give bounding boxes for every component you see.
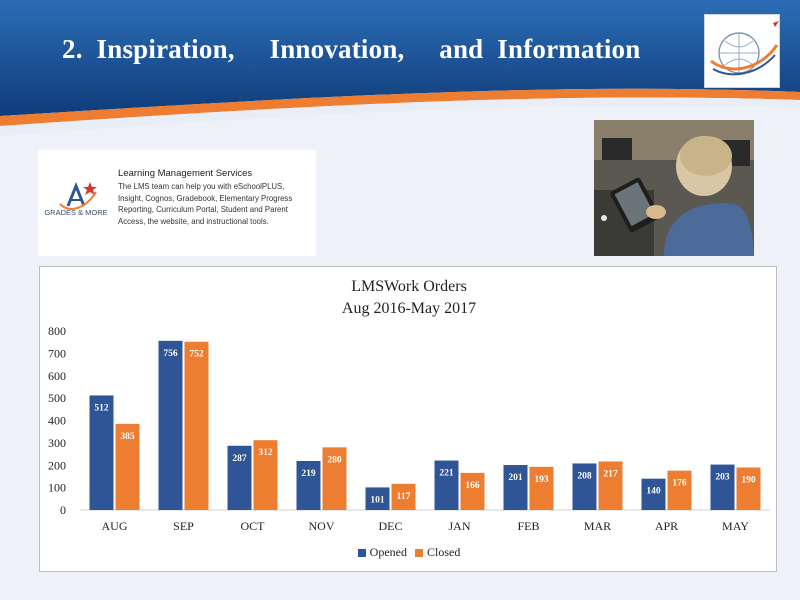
x-tick-label: NOV [309, 519, 335, 533]
data-label-closed: 193 [534, 475, 549, 485]
data-label-closed: 190 [741, 475, 756, 485]
data-label-opened: 756 [163, 349, 178, 359]
y-tick-label: 300 [48, 436, 66, 450]
bar-opened-oct [227, 445, 252, 510]
data-label-opened: 208 [577, 471, 592, 481]
bar-opened-may [710, 464, 735, 510]
y-tick-label: 600 [48, 369, 66, 383]
data-label-closed: 166 [465, 481, 480, 491]
legend-item-closed: Closed [414, 545, 461, 560]
data-label-closed: 217 [603, 469, 618, 479]
data-label-opened: 287 [232, 454, 247, 464]
y-tick-label: 700 [48, 346, 66, 360]
chart-title: LMSWork Orders [351, 278, 467, 295]
district-logo [704, 14, 780, 88]
y-tick-label: 200 [48, 458, 66, 472]
legend-swatch [414, 548, 423, 557]
bar-closed-mar [598, 461, 623, 510]
chart-canvas: LMSWork Orders Aug 2016-May 2017 0 100 200… [48, 278, 770, 533]
x-tick-label: FEB [517, 519, 539, 533]
x-tick-label: AUG [102, 519, 128, 533]
data-label-opened: 140 [646, 487, 661, 497]
x-tick-label: APR [655, 519, 678, 533]
y-tick-label: 0 [60, 503, 66, 517]
data-label-opened: 101 [370, 495, 385, 505]
x-tick-label: JAN [448, 519, 470, 533]
lms-card-description: The LMS team can help you with eSchoolPL… [118, 182, 293, 226]
data-label-opened: 512 [94, 403, 109, 413]
x-tick-label: DEC [379, 519, 403, 533]
bar-closed-jan [460, 472, 485, 510]
bar-closed-feb [529, 466, 554, 510]
x-tick-label: MAR [584, 519, 611, 533]
bar-closed-aug [115, 423, 140, 510]
slide-title: 2. Inspiration, Innovation, and Informat… [62, 34, 641, 64]
slide-header: 2. Inspiration, Innovation, and Informat… [0, 0, 800, 140]
bar-opened-aug [89, 395, 114, 510]
data-label-closed: 312 [258, 448, 273, 458]
y-tick-label: 400 [48, 414, 66, 428]
data-label-opened: 203 [715, 473, 730, 483]
data-label-opened: 221 [439, 469, 454, 479]
student-tablet-photo [594, 120, 754, 256]
bar-closed-apr [667, 470, 692, 510]
bar-opened-feb [503, 465, 528, 510]
data-label-closed: 176 [672, 479, 687, 489]
bar-opened-mar [572, 463, 597, 510]
y-tick-label: 500 [48, 391, 66, 405]
data-label-opened: 201 [508, 473, 523, 483]
x-tick-label: OCT [241, 519, 266, 533]
chart-legend: Opened Closed [40, 545, 778, 561]
data-label-opened: 219 [301, 469, 316, 479]
chart-subtitle: Aug 2016-May 2017 [342, 300, 476, 317]
x-tick-label: SEP [173, 519, 194, 533]
legend-swatch [357, 548, 366, 557]
bar-closed-nov [322, 447, 347, 510]
bar-opened-nov [296, 460, 321, 510]
y-tick-label: 800 [48, 324, 66, 338]
y-tick-label: 100 [48, 481, 66, 495]
x-tick-label: MAY [722, 519, 749, 533]
x-axis: AUG SEP OCT NOV DEC JAN FEB MAR APR MAY [102, 519, 750, 533]
bar-closed-may [736, 467, 761, 510]
legend-label: Closed [426, 545, 461, 559]
data-label-closed: 752 [189, 350, 204, 360]
bar-opened-jan [434, 460, 459, 510]
bar-opened-sep [158, 340, 183, 510]
lms-info-card: GRADES & MORE Learning Management Servic… [38, 150, 316, 256]
bar-opened-dec [365, 487, 390, 510]
bar-closed-oct [253, 440, 278, 510]
bar-closed-sep [184, 341, 209, 510]
header-banner [0, 0, 800, 136]
data-label-closed: 280 [327, 455, 342, 465]
bar-opened-apr [641, 478, 666, 510]
legend-item-opened: Opened [357, 545, 407, 560]
data-label-closed: 385 [120, 432, 135, 442]
grades-more-logo-text: GRADES & MORE [44, 208, 108, 217]
bar-group: 512 385 756 752 287 312 219 280 101 117 221 166 201 1… [89, 340, 761, 510]
lms-card-heading: Learning Management Services [118, 168, 253, 179]
legend-label: Opened [369, 545, 407, 559]
data-label-closed: 117 [397, 492, 411, 502]
grades-more-logo-icon [59, 181, 97, 210]
work-orders-chart: LMSWork Orders Aug 2016-May 2017 0 100 200… [39, 266, 777, 572]
bar-closed-dec [391, 483, 416, 510]
